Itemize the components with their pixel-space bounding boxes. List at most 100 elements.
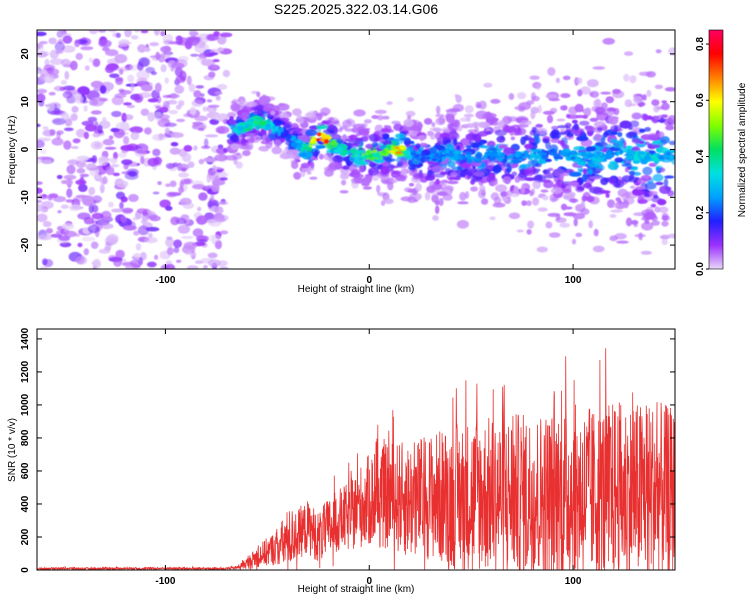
spectrogram-cell bbox=[37, 93, 46, 103]
spectrogram-cell bbox=[608, 116, 619, 125]
spectrogram-cell bbox=[400, 168, 410, 175]
spectrogram-cell bbox=[463, 113, 475, 118]
spectrogram-cell bbox=[400, 196, 413, 202]
spectrogram-cell bbox=[329, 133, 342, 140]
spectrogram-cell bbox=[466, 144, 472, 151]
spectrogram-cell bbox=[478, 145, 490, 149]
spectrogram-cell bbox=[502, 115, 512, 125]
spectrogram-cell bbox=[144, 47, 151, 53]
colorbar-gradient bbox=[708, 29, 724, 270]
spectrogram-y-tick-label: -20 bbox=[20, 237, 31, 252]
spectrogram-cell bbox=[392, 138, 401, 142]
spectrogram-cell bbox=[575, 232, 583, 238]
spectrogram-cell bbox=[582, 114, 588, 119]
spectrogram-cell bbox=[632, 159, 641, 164]
spectrogram-ridge-cell bbox=[372, 149, 378, 153]
spectrogram-cell bbox=[526, 229, 532, 235]
spectrogram-cell bbox=[162, 94, 172, 99]
spectrogram-cell bbox=[66, 164, 76, 175]
spectrogram-cell bbox=[135, 243, 142, 251]
spectrogram-cell bbox=[580, 208, 590, 216]
spectrogram-cell bbox=[115, 32, 121, 38]
spectrogram-cell bbox=[62, 90, 73, 99]
spectrogram-cell bbox=[105, 49, 119, 57]
spectrogram-cell bbox=[380, 166, 390, 175]
spectrogram-cell bbox=[600, 177, 609, 186]
spectrogram-cell bbox=[415, 193, 422, 201]
spectrogram-cell bbox=[353, 123, 366, 130]
spectrogram-cell bbox=[502, 176, 512, 184]
spectrogram-cell bbox=[215, 125, 230, 134]
spectrogram-cell bbox=[619, 120, 632, 129]
spectrogram-cell bbox=[111, 208, 124, 213]
spectrogram-cell bbox=[659, 136, 670, 144]
spectrogram-cell bbox=[651, 115, 660, 123]
spectrogram-cell bbox=[664, 87, 675, 92]
spectrogram-cell bbox=[555, 213, 561, 221]
spectrogram-cell bbox=[63, 85, 75, 91]
spectrogram-cell bbox=[431, 165, 445, 173]
spectrogram-ridge-cell bbox=[599, 152, 604, 157]
spectrogram-cell bbox=[149, 42, 160, 47]
spectrogram-cell bbox=[80, 46, 94, 51]
spectrogram-cell bbox=[147, 232, 153, 238]
spectrogram-cell bbox=[173, 246, 180, 254]
spectrogram-cell bbox=[403, 118, 414, 127]
spectrogram-cell bbox=[514, 175, 521, 183]
spectrogram-cell bbox=[557, 125, 570, 129]
spectrogram-cell bbox=[150, 261, 156, 268]
spectrogram-cell bbox=[171, 62, 185, 69]
spectrogram-ridge-cell bbox=[319, 137, 325, 142]
spectrogram-cell bbox=[426, 169, 433, 178]
spectrogram-cell bbox=[207, 234, 222, 242]
spectrogram-cell bbox=[546, 114, 554, 124]
spectrogram-cell bbox=[586, 195, 595, 203]
spectrogram-cell bbox=[624, 51, 634, 56]
spectrogram-cell bbox=[102, 117, 107, 122]
spectrogram-cell bbox=[456, 125, 463, 132]
spectrogram-cell bbox=[358, 129, 370, 136]
spectrogram-cell bbox=[592, 66, 606, 70]
spectrogram-cell bbox=[430, 132, 436, 140]
spectrogram-cell bbox=[638, 71, 652, 77]
spectrogram-ridge-cell bbox=[264, 127, 270, 131]
spectrogram-cell bbox=[113, 128, 125, 139]
spectrogram-cell bbox=[122, 225, 137, 231]
spectrogram-cell bbox=[585, 146, 597, 152]
spectrogram-ridge-cell bbox=[349, 148, 357, 154]
spectrogram-cell bbox=[177, 224, 191, 234]
spectrogram-cell bbox=[190, 53, 199, 57]
spectrogram-cell bbox=[37, 199, 42, 204]
spectrogram-cell bbox=[643, 113, 649, 121]
spectrogram-cell bbox=[84, 124, 98, 132]
spectrogram-cell bbox=[527, 220, 535, 229]
spectrogram-ridge-cell bbox=[237, 131, 241, 136]
spectrogram-cell bbox=[564, 168, 573, 174]
spectrogram-cell bbox=[181, 235, 194, 240]
snr-y-tick-label: 0 bbox=[20, 567, 31, 573]
spectrogram-cell bbox=[75, 128, 86, 138]
spectrogram-cell bbox=[107, 30, 118, 33]
spectrogram-cell bbox=[456, 219, 469, 229]
spectrogram-cell bbox=[635, 186, 647, 190]
spectrogram-cell bbox=[653, 105, 660, 113]
spectrogram-y-tick-label: 0 bbox=[20, 146, 31, 152]
spectrogram-cell bbox=[169, 147, 181, 155]
spectrogram-cell bbox=[661, 238, 668, 245]
spectrogram-cell bbox=[668, 140, 675, 146]
colorbar-tick-label: 0.0 bbox=[695, 262, 706, 276]
spectrogram-ridge-cell bbox=[610, 152, 617, 156]
spectrogram-cell bbox=[83, 105, 88, 112]
spectrogram-cell bbox=[381, 128, 389, 133]
spectrogram-cell bbox=[51, 110, 64, 115]
spectrogram-cell bbox=[520, 185, 526, 195]
spectrogram-cell bbox=[120, 144, 135, 152]
spectrogram-cell bbox=[457, 201, 469, 205]
spectrogram-ridge-cell bbox=[447, 152, 455, 158]
spectrogram-ridge-cell bbox=[323, 138, 330, 145]
spectrogram-ridge-cell bbox=[259, 120, 267, 125]
spectrogram-cell bbox=[489, 121, 500, 126]
spectrogram-cell bbox=[206, 219, 217, 224]
spectrogram-cell bbox=[178, 186, 185, 194]
spectrogram-cell bbox=[376, 184, 381, 194]
